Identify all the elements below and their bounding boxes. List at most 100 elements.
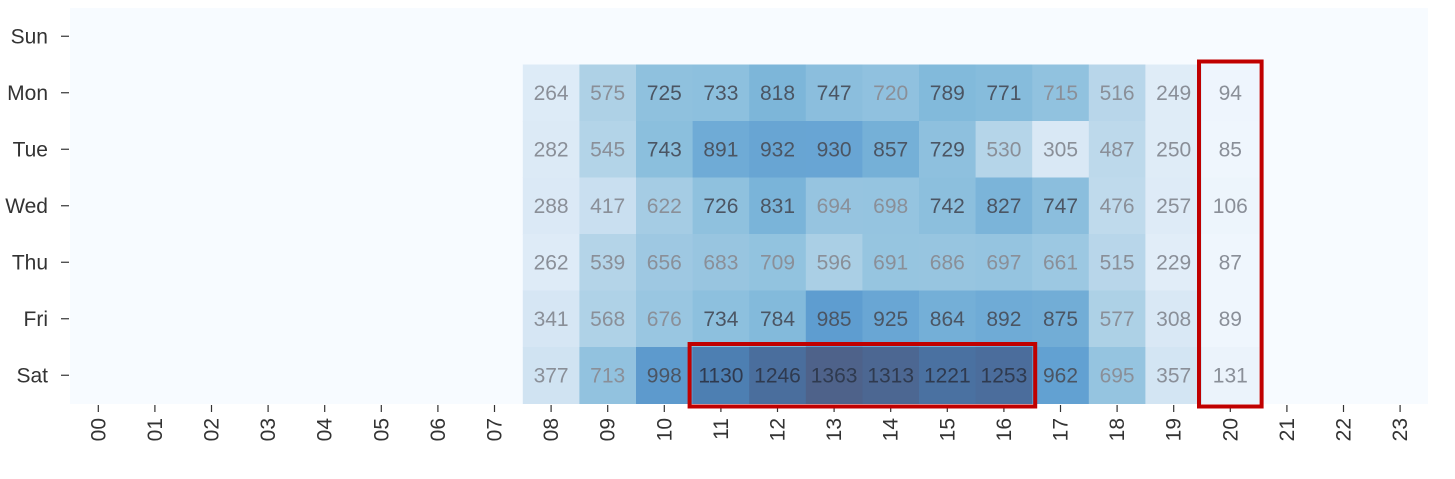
y-tick-label: Fri (24, 308, 49, 331)
cell-value-label: 713 (590, 364, 625, 387)
cell-value-label: 857 (873, 138, 908, 161)
heatmap-cell (1032, 64, 1090, 122)
cell-value-label: 377 (534, 364, 569, 387)
cell-value-label: 575 (590, 82, 625, 105)
cell-value-label: 715 (1043, 82, 1078, 105)
cell-value-label: 249 (1156, 82, 1191, 105)
cell-value-label: 742 (930, 195, 965, 218)
heatmap-cell (749, 121, 807, 178)
x-tick-label: 11 (710, 418, 733, 440)
x-tick-label: 22 (1333, 418, 1356, 441)
heatmap-cell (692, 347, 750, 404)
cell-value-label: 539 (590, 251, 625, 274)
heatmap-cell (975, 234, 1033, 291)
x-tick-label: 06 (427, 418, 450, 441)
heatmap-cell (1088, 121, 1146, 178)
heatmap-cell (522, 64, 580, 122)
x-axis: 00 01 02 03 04 05 06 07 08 09 10 11 12 13 14 15 16 17 18 19… (87, 405, 1412, 441)
heatmap-cell (522, 177, 580, 235)
heatmap-cell (636, 64, 694, 122)
cell-value-label: 695 (1100, 364, 1135, 387)
cell-value-label: 106 (1213, 195, 1248, 218)
heatmap-cell (975, 347, 1033, 404)
heatmap-cell (636, 121, 694, 178)
cell-value-label: 516 (1100, 82, 1135, 105)
cell-value-label: 925 (873, 308, 908, 331)
heatmap-cell (1032, 347, 1090, 404)
cell-value-label: 545 (590, 138, 625, 161)
cell-value-label: 729 (930, 138, 965, 161)
heatmap-cell (692, 177, 750, 235)
y-tick-label: Wed (5, 195, 48, 218)
x-tick-label: 03 (257, 418, 280, 441)
cell-value-label: 818 (760, 82, 795, 105)
cell-value-label: 568 (590, 308, 625, 331)
cell-value-label: 262 (534, 251, 569, 274)
heatmap-cell (919, 290, 977, 348)
heatmap-cell (579, 290, 637, 348)
cell-value-label: 1313 (867, 364, 914, 387)
x-tick-label: 05 (370, 418, 393, 441)
highlight-boxes (687, 59, 1264, 409)
cell-value-label: 656 (647, 251, 682, 274)
heatmap-cell (919, 177, 977, 235)
x-tick-label: 17 (1050, 418, 1073, 441)
heatmap-cell (862, 121, 920, 178)
y-tick-label: Mon (7, 82, 48, 105)
cell-value-label: 676 (647, 308, 682, 331)
cell-value-label: 864 (930, 308, 965, 331)
heatmap-cell (805, 347, 863, 404)
heatmap-cell (749, 290, 807, 348)
cell-value-label: 892 (986, 308, 1021, 331)
cell-value-label: 697 (986, 251, 1021, 274)
cell-value-label: 308 (1156, 308, 1191, 331)
cell-value-label: 282 (534, 138, 569, 161)
cell-value-label: 725 (647, 82, 682, 105)
x-tick-label: 15 (936, 418, 959, 441)
cell-value-label: 87 (1219, 251, 1242, 274)
heatmap-cell (636, 347, 694, 404)
heatmap-cell (579, 121, 637, 178)
cell-value-label: 743 (647, 138, 682, 161)
heatmap-cell (1145, 347, 1203, 404)
heatmap-cell (919, 121, 977, 178)
x-tick-label: 23 (1389, 418, 1412, 441)
cell-value-label: 827 (986, 195, 1021, 218)
heatmap-cell (692, 121, 750, 178)
highlight-box (1197, 59, 1264, 409)
heatmap-cell (1088, 290, 1146, 348)
heatmap-cell (1088, 64, 1146, 122)
cell-value-label: 288 (534, 195, 569, 218)
x-tick-label: 09 (597, 418, 620, 441)
heatmap-cell (805, 121, 863, 178)
y-tick-label: Sun (11, 25, 48, 48)
heatmap-cell (1202, 177, 1260, 235)
heatmap-cell (1032, 177, 1090, 235)
cell-value-label: 891 (703, 138, 738, 161)
y-axis: Sun Mon Tue Wed Thu Fri Sat (5, 25, 69, 387)
cell-value-label: 487 (1100, 138, 1135, 161)
y-tick-label: Thu (12, 251, 48, 274)
cell-value-label: 734 (703, 308, 738, 331)
heatmap-cell (862, 64, 920, 122)
cell-value-label: 89 (1219, 308, 1242, 331)
cell-value-label: 998 (647, 364, 682, 387)
heatmap-cell (805, 290, 863, 348)
heatmap-cell (579, 234, 637, 291)
cell-value-label: 985 (817, 308, 852, 331)
highlight-box (687, 342, 1038, 409)
cell-value-label: 341 (534, 308, 569, 331)
cell-value-label: 709 (760, 251, 795, 274)
cell-value-label: 1246 (754, 364, 801, 387)
cell-value-label: 720 (873, 82, 908, 105)
heatmap-cell (919, 64, 977, 122)
heatmap-cell (749, 64, 807, 122)
heatmap-cell (1202, 234, 1260, 291)
cell-value-label: 698 (873, 195, 908, 218)
heatmap-cell (579, 347, 637, 404)
y-tick-label: Sat (16, 364, 48, 387)
cell-value-label: 831 (760, 195, 795, 218)
heatmap-cell (919, 347, 977, 404)
x-tick-label: 04 (314, 418, 337, 442)
